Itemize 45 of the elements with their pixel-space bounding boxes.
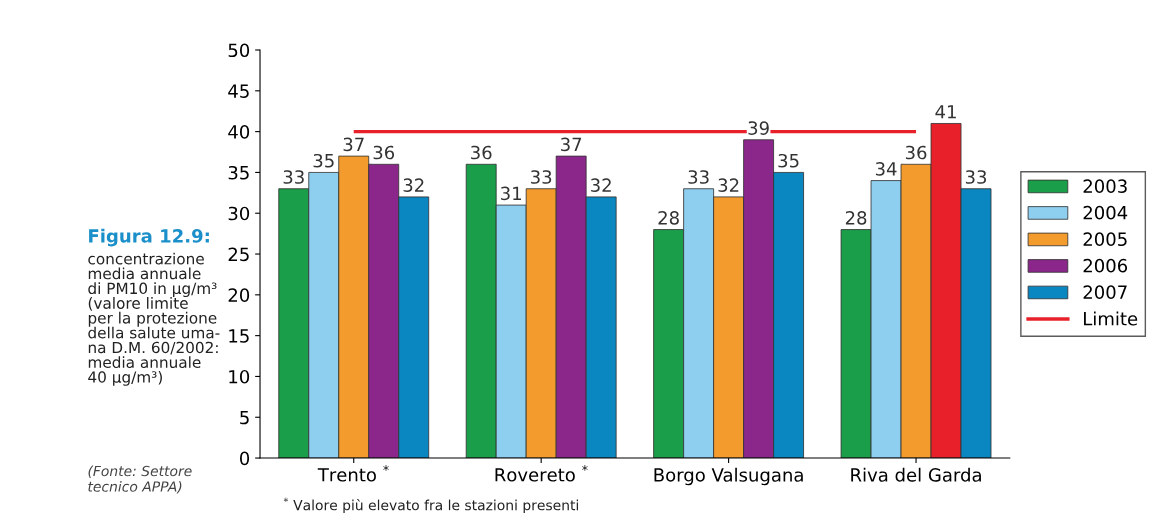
text: concentrazione media annuale di PM10 in µg/m³ (valore limite per la protezione della salute uma- na D.M. 60/2002: media annuale 40 µg/m³)	[88, 252, 220, 386]
y-tick-label: 25	[228, 247, 249, 262]
data-label: 39	[748, 121, 769, 135]
x-tick-label: Riva del Garda	[851, 467, 981, 482]
y-tick-label: 0	[240, 451, 250, 466]
y-tick-label: 20	[228, 288, 250, 302]
data-label: 31	[501, 186, 521, 201]
data-label: 35	[313, 153, 334, 168]
data-label: 41	[935, 105, 956, 119]
y-tick-label: 5	[240, 410, 249, 425]
data-label: 36	[373, 145, 395, 160]
data-label: 36	[905, 145, 927, 160]
data-label: 32	[718, 178, 739, 193]
y-tick-label: 30	[228, 206, 250, 221]
legend-label: Limite	[1084, 311, 1138, 326]
y-tick-label: 45	[228, 84, 249, 98]
data-label: 35	[778, 153, 799, 168]
y-tick-label: 15	[229, 329, 249, 343]
data-label: 33	[965, 170, 987, 184]
x-tick-label: Borgo Valsugana	[654, 467, 803, 486]
data-label: 33	[283, 170, 304, 184]
x-tick-label: Rovereto $^{*}$	[495, 465, 588, 482]
data-label: 32	[591, 178, 611, 193]
data-label: 37	[343, 137, 364, 152]
text: Figura 12.9:	[89, 228, 209, 247]
data-label: 32	[403, 178, 424, 193]
legend-label: 2005	[1083, 232, 1127, 247]
data-label: 37	[561, 137, 582, 152]
data-label: 36	[471, 145, 492, 160]
data-label: 28	[658, 211, 679, 225]
y-tick-label: 35	[228, 165, 249, 180]
data-label: 33	[531, 170, 552, 184]
legend-label: 2003	[1083, 179, 1127, 194]
legend-label: 2006	[1083, 258, 1128, 273]
y-tick-label: 50	[228, 43, 250, 58]
data-label: 28	[845, 211, 867, 225]
data-label: 33	[688, 170, 709, 184]
text: (Fonte: Settore tecnico APPA)	[88, 465, 192, 494]
legend-label: 2004	[1083, 205, 1128, 220]
data-label: 34	[875, 162, 897, 176]
legend-label: 2007	[1083, 285, 1127, 300]
y-tick-label: 40	[228, 125, 250, 139]
y-tick-label: 10	[229, 369, 250, 384]
text: $^{*}$ Valore più elevato fra le stazioni presenti	[283, 497, 579, 514]
x-tick-label: Trento $^{*}$	[317, 465, 389, 482]
